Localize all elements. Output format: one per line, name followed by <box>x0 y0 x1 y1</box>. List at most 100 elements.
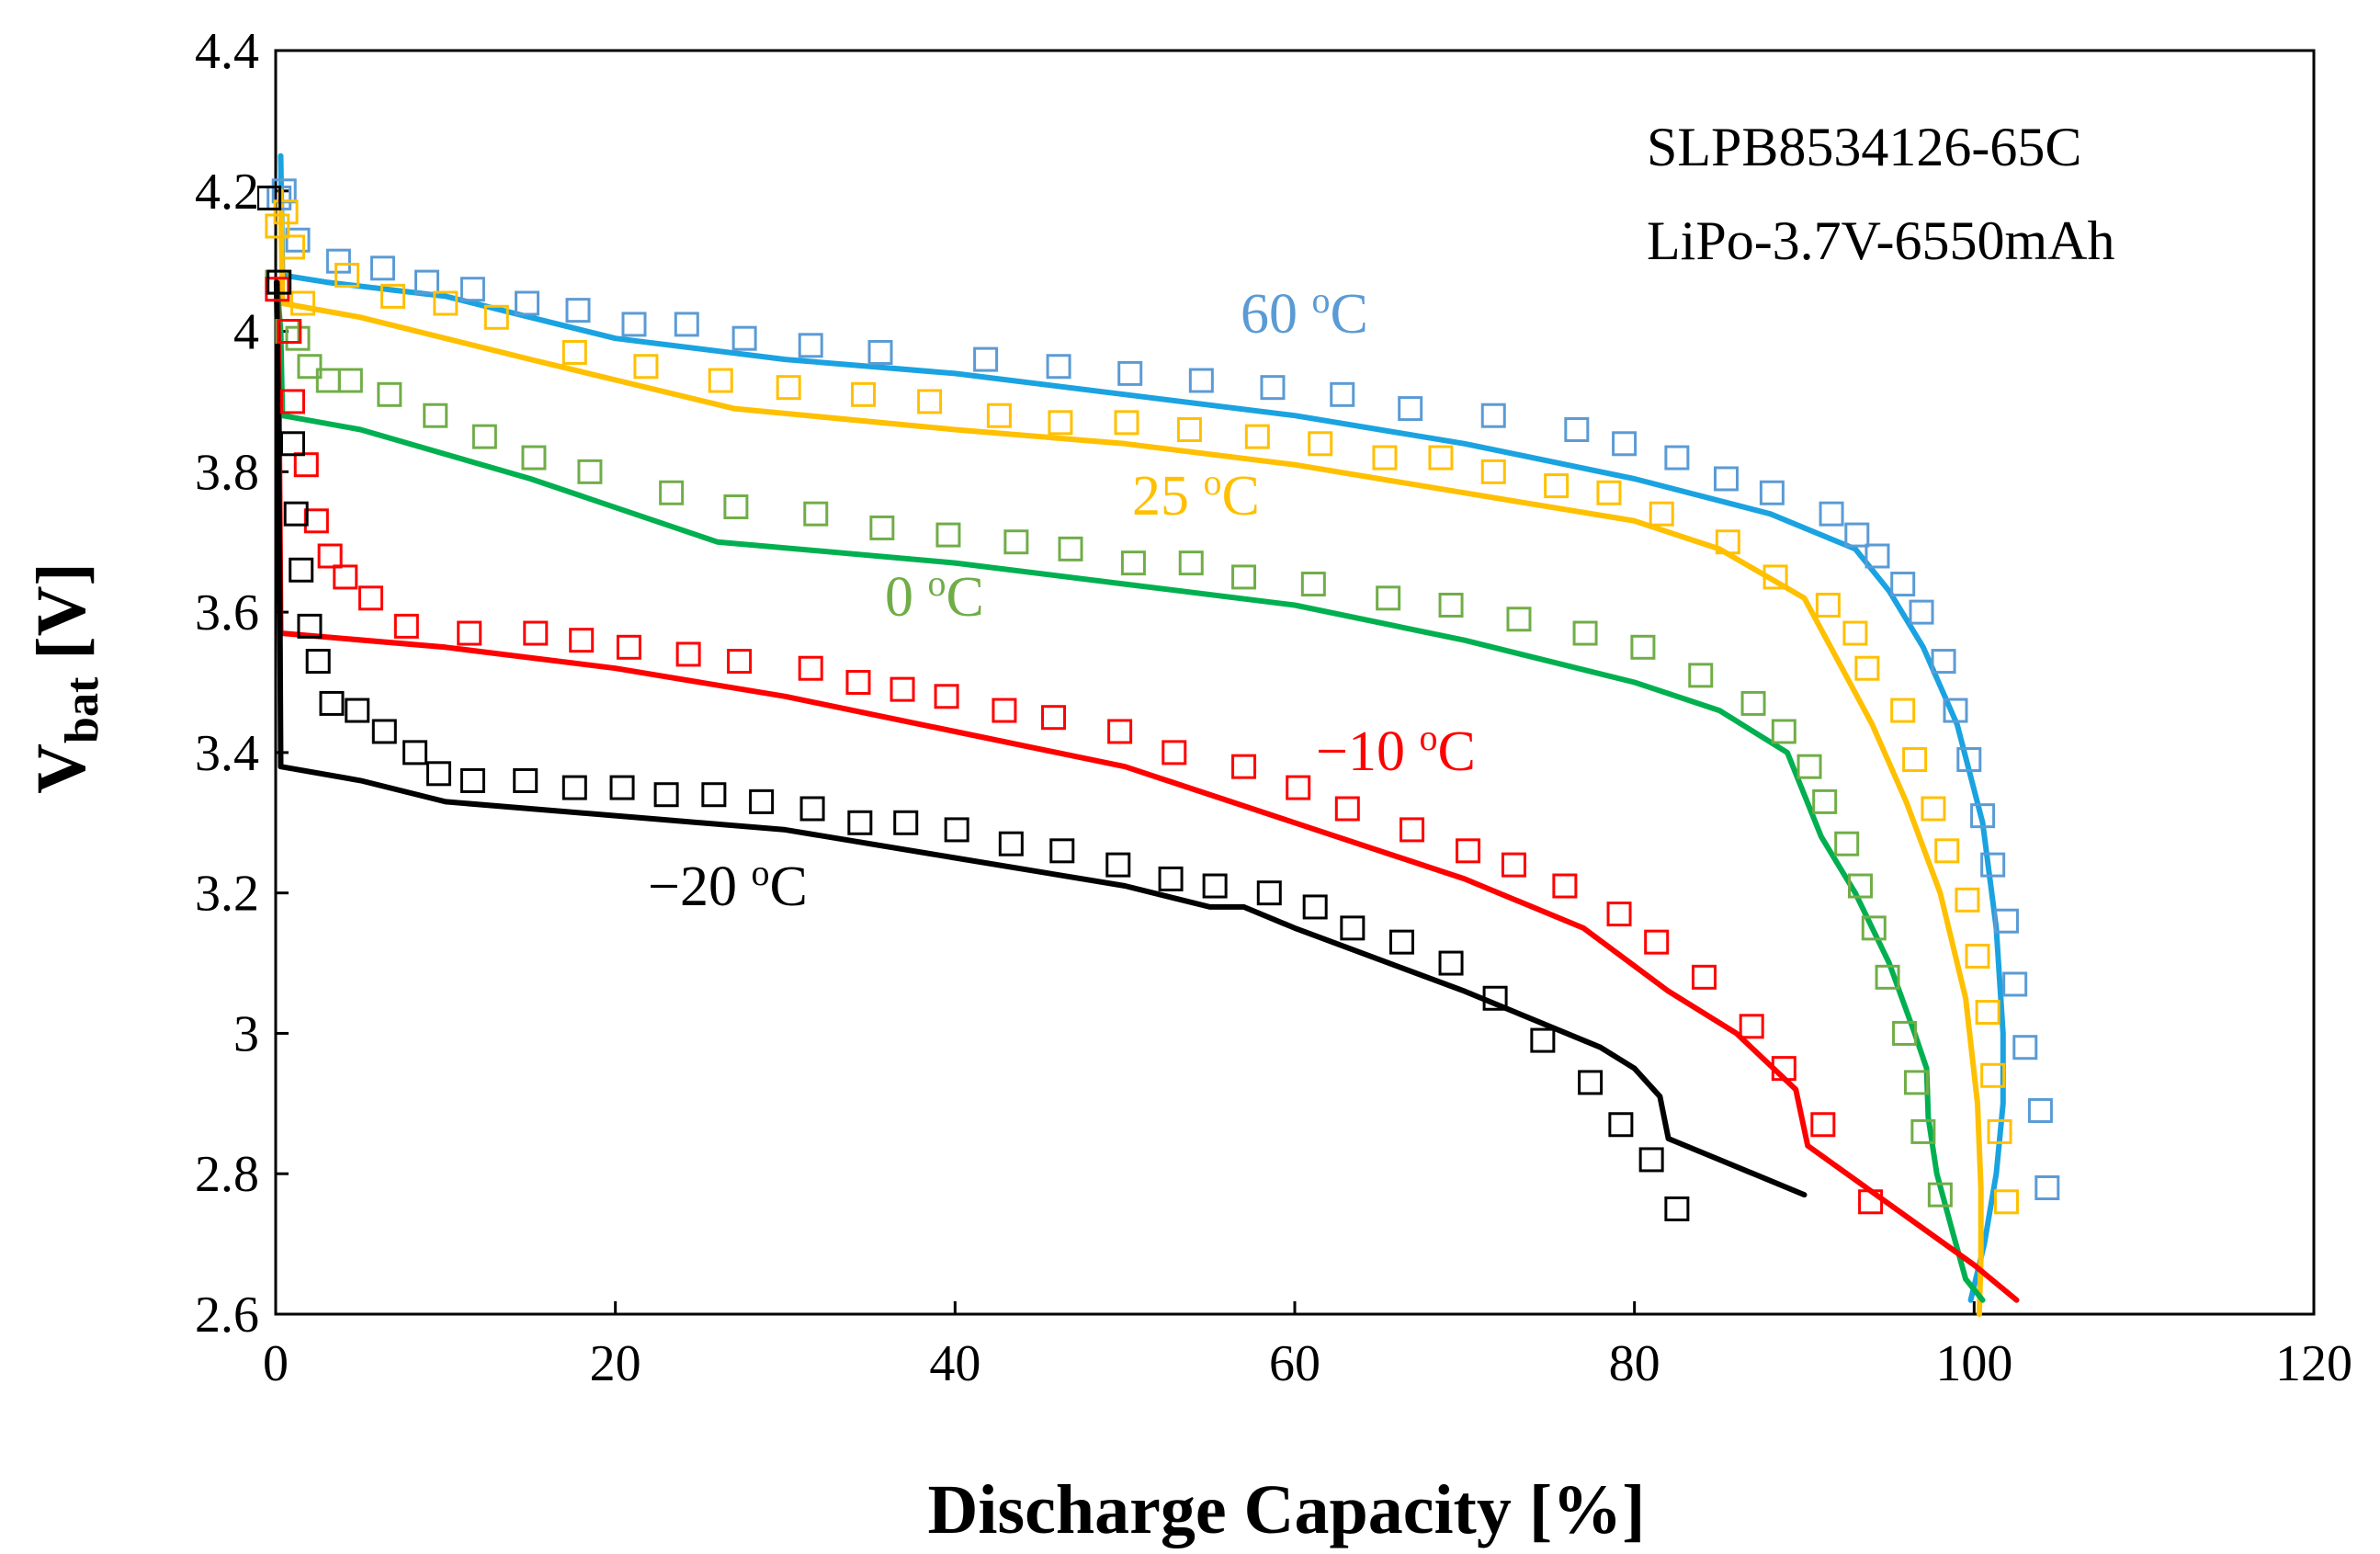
data-point-marker <box>803 501 829 527</box>
data-point-marker <box>1630 634 1656 660</box>
data-point-marker <box>1231 754 1257 779</box>
data-point-marker <box>561 775 587 800</box>
data-point-marker <box>471 424 497 449</box>
data-point-marker <box>973 346 999 372</box>
y-axis-title-unit: [V] <box>23 562 100 677</box>
y-axis-ticks: 2.6 2.8 3 3.2 3.4 3.6 3.8 4 4.2 4.4 <box>195 23 289 1344</box>
data-point-marker <box>621 312 647 337</box>
y-tick-label: 3.6 <box>195 584 259 641</box>
data-point-marker <box>609 775 635 800</box>
series-label-4: −20 oC <box>648 852 808 918</box>
data-point-marker <box>1834 831 1860 856</box>
data-point-marker <box>1890 698 1916 723</box>
data-point-marker <box>869 515 895 540</box>
data-point-marker <box>798 333 823 358</box>
y-tick-label: 2.6 <box>195 1287 259 1344</box>
data-point-marker <box>1501 852 1526 878</box>
data-point-marker <box>337 368 363 393</box>
series-line-0 <box>278 153 2006 1303</box>
data-point-marker <box>893 810 919 835</box>
data-point-marker <box>1858 1189 1884 1215</box>
data-point-marker <box>2027 1097 2053 1123</box>
data-point-marker <box>1713 466 1739 492</box>
data-point-marker <box>459 767 485 793</box>
data-point-marker <box>1903 1070 1929 1095</box>
data-point-marker <box>1890 572 1916 597</box>
data-point-marker <box>723 494 749 520</box>
y-axis-title-sub: bat <box>56 676 108 743</box>
data-point-marker <box>377 381 402 407</box>
data-point-marker <box>1105 852 1131 878</box>
y-axis-title-main: V <box>23 743 100 794</box>
data-point-marker <box>371 719 397 744</box>
data-point-marker <box>1308 431 1333 457</box>
data-point-marker <box>1608 1112 1634 1138</box>
data-point-marker <box>798 655 823 681</box>
data-point-marker <box>319 690 345 716</box>
data-point-marker <box>998 831 1024 856</box>
data-point-marker <box>515 290 540 316</box>
data-point-marker <box>633 354 659 380</box>
data-point-marker <box>1762 564 1788 590</box>
data-point-marker <box>565 298 591 323</box>
data-point-marker <box>1921 796 1946 822</box>
data-point-marker <box>1987 1118 2012 1144</box>
data-point-marker <box>1178 550 1204 576</box>
series-label-unit: C <box>1331 283 1368 346</box>
y-tick-label: 4 <box>233 304 259 361</box>
series-label-main: 0 <box>885 566 928 629</box>
data-point-marker <box>1844 522 1870 548</box>
data-point-marker <box>345 698 370 723</box>
data-point-marker <box>1931 649 1956 675</box>
data-point-marker <box>1759 480 1785 505</box>
data-point-marker <box>279 431 305 457</box>
data-point-marker <box>749 788 775 814</box>
x-tick-label: 40 <box>929 1335 980 1392</box>
data-point-marker <box>1943 698 1968 723</box>
series-label-main: −20 <box>648 856 751 918</box>
data-point-marker <box>425 761 451 787</box>
data-point-marker <box>277 319 302 345</box>
data-point-marker <box>285 227 311 253</box>
data-point-marker <box>423 403 448 428</box>
data-point-marker <box>266 269 292 295</box>
data-point-marker <box>257 185 282 210</box>
data-point-marker <box>1649 501 1674 527</box>
data-point-marker <box>513 767 538 793</box>
data-point-marker <box>1158 866 1184 891</box>
data-point-marker <box>1482 985 1508 1011</box>
data-point-marker <box>459 277 485 302</box>
data-point-marker <box>1970 803 1996 829</box>
data-point-marker <box>1596 480 1622 505</box>
data-point-marker <box>1046 354 1071 380</box>
data-point-marker <box>1003 529 1029 555</box>
y-tick-label: 3.8 <box>195 444 259 501</box>
data-point-marker <box>674 312 699 337</box>
data-point-marker <box>2012 1035 2038 1061</box>
data-point-marker <box>1300 572 1326 597</box>
data-point-marker <box>273 199 299 225</box>
series-label-3: −10 oC <box>1316 717 1476 783</box>
data-point-marker <box>265 277 290 302</box>
data-point-marker <box>1376 585 1401 611</box>
data-point-marker <box>1902 747 1928 773</box>
data-point-marker <box>1120 550 1146 576</box>
data-point-marker <box>944 817 969 843</box>
data-point-marker <box>935 522 961 548</box>
series-label-main: 60 <box>1241 283 1312 346</box>
data-point-marker <box>1244 424 1270 449</box>
battery-spec-annotation: LiPo-3.7V-6550mAh <box>1647 210 2114 271</box>
data-point-marker <box>653 782 679 808</box>
data-point-marker <box>569 628 595 653</box>
x-tick-label: 0 <box>263 1335 289 1392</box>
series-label-2: 0 oC <box>885 562 984 629</box>
data-point-marker <box>616 634 641 660</box>
data-point-marker <box>1644 929 1670 955</box>
data-point-marker <box>1302 894 1328 920</box>
data-point-marker <box>290 290 316 316</box>
data-point-marker <box>1688 663 1714 688</box>
data-point-marker <box>1202 873 1228 899</box>
x-tick-label: 60 <box>1269 1335 1320 1392</box>
